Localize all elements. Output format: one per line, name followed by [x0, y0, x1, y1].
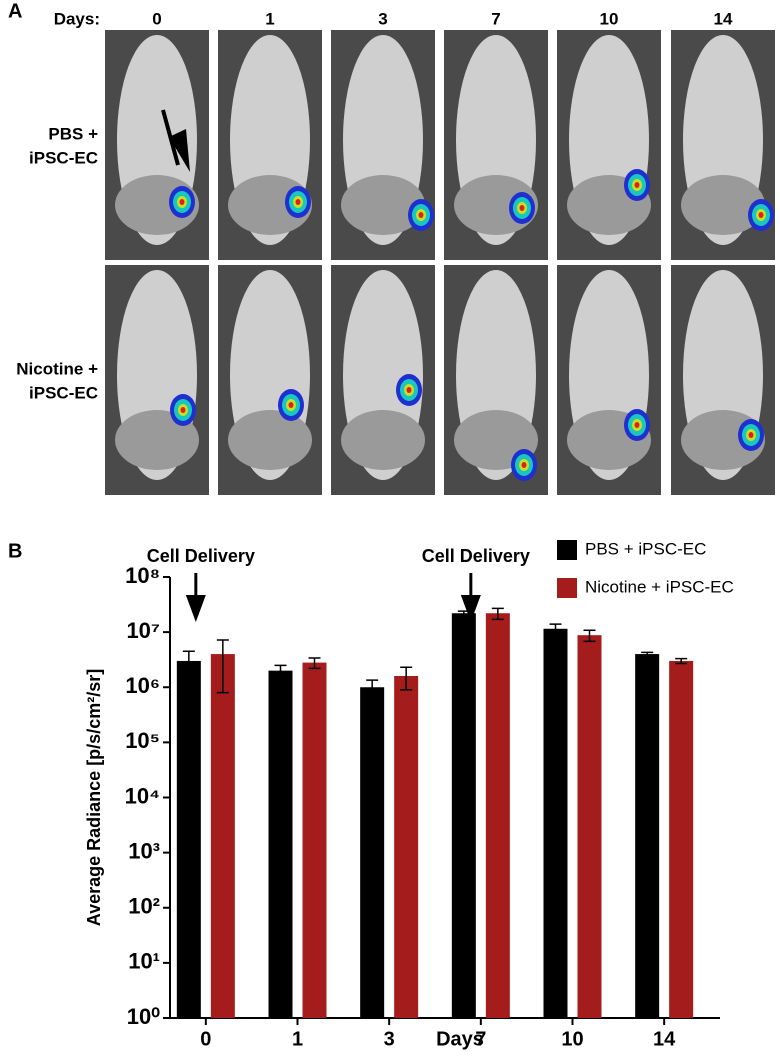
signal-blob: [179, 199, 185, 205]
row-label: PBS +: [48, 124, 98, 143]
error-bar: [549, 623, 562, 636]
signal-blob: [288, 402, 294, 408]
day-label: 3: [378, 9, 387, 28]
day-label: 7: [491, 9, 500, 28]
annotation: Cell Delivery: [422, 546, 530, 566]
signal-blob: [748, 432, 754, 438]
y-tick-label: 10⁴: [125, 783, 160, 808]
mouse-lower: [341, 175, 425, 235]
day-label: 0: [152, 9, 161, 28]
signal-blob: [634, 182, 640, 188]
signal-blob: [521, 462, 527, 468]
x-tick-label: 7: [475, 1028, 486, 1050]
y-tick-label: 10⁷: [126, 618, 160, 643]
days-label: Days:: [54, 9, 100, 28]
bar: [635, 654, 660, 1018]
signal-blob: [634, 422, 640, 428]
annotation-arrowhead: [185, 595, 206, 622]
bar: [577, 635, 602, 1018]
mouse-lower: [341, 410, 425, 470]
panel-label: B: [8, 540, 22, 562]
x-tick-label: 0: [200, 1028, 211, 1050]
bar: [210, 654, 235, 1018]
error-bar: [182, 650, 195, 679]
error-bar: [216, 639, 229, 694]
y-tick-label: 10⁶: [125, 673, 160, 698]
x-axis-label: Days: [436, 1028, 484, 1050]
signal-blob: [180, 407, 186, 413]
annotation-arrowhead: [460, 595, 481, 622]
bar: [394, 675, 419, 1018]
signal-blob: [295, 199, 301, 205]
day-label: 14: [714, 9, 733, 28]
legend-label: PBS + iPSC-EC: [585, 539, 706, 558]
y-tick-label: 10³: [128, 838, 160, 863]
y-tick-label: 10⁸: [125, 563, 160, 588]
signal-blob: [418, 212, 424, 218]
bar: [302, 662, 327, 1018]
bar: [669, 660, 694, 1018]
mouse-lower: [681, 175, 765, 235]
legend-swatch: [557, 578, 577, 598]
signal-blob: [519, 205, 525, 211]
y-tick-label: 10²: [128, 894, 160, 919]
day-label: 10: [600, 9, 619, 28]
legend-swatch: [557, 540, 577, 560]
bar: [543, 628, 568, 1018]
row-label: Nicotine +: [16, 359, 98, 378]
y-axis-label: Average Radiance [p/s/cm²/sr]: [84, 669, 104, 926]
y-tick-label: 10⁰: [127, 1004, 160, 1029]
mouse-lower: [228, 410, 312, 470]
row-label: iPSC-EC: [29, 383, 98, 402]
arrow-head: [169, 129, 190, 172]
y-tick-label: 10⁵: [125, 728, 160, 753]
error-bar: [366, 679, 379, 699]
bar: [360, 687, 385, 1018]
bar: [451, 613, 476, 1018]
bar: [268, 670, 293, 1018]
signal-blob: [406, 387, 412, 393]
x-tick-label: 3: [384, 1028, 395, 1050]
annotation: Cell Delivery: [147, 546, 255, 566]
error-bar: [308, 657, 321, 670]
error-bar: [583, 629, 596, 643]
y-tick-label: 10¹: [128, 949, 160, 974]
error-bar: [274, 664, 287, 679]
error-bar: [491, 607, 504, 621]
signal-blob: [758, 212, 764, 218]
day-label: 1: [265, 9, 274, 28]
mouse-lower: [115, 410, 199, 470]
x-tick-label: 1: [292, 1028, 303, 1050]
x-tick-label: 10: [561, 1028, 583, 1050]
bar: [485, 613, 510, 1018]
panel-label: A: [8, 0, 22, 22]
bar: [176, 660, 201, 1018]
x-tick-label: 14: [653, 1028, 676, 1050]
legend-label: Nicotine + iPSC-EC: [585, 577, 734, 596]
error-bar: [675, 657, 688, 665]
row-label: iPSC-EC: [29, 148, 98, 167]
error-bar: [400, 666, 413, 691]
error-bar: [641, 651, 654, 657]
